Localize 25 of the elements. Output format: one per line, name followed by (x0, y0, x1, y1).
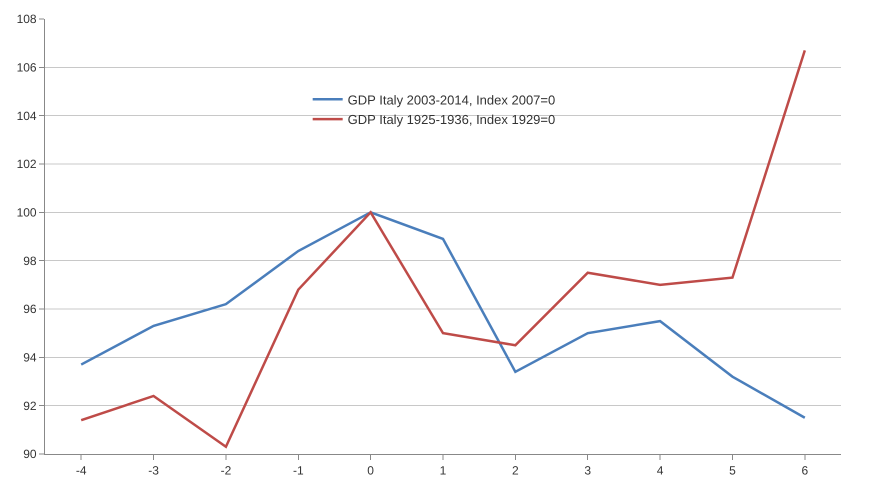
x-tick-label: 5 (729, 463, 736, 478)
x-tick-label: 2 (512, 463, 520, 478)
x-tick-label: -2 (220, 463, 232, 478)
x-tick-label: -3 (148, 463, 160, 478)
y-tick-label: 108 (16, 12, 37, 26)
line-series (80, 211, 806, 419)
x-tick-label: 3 (584, 463, 592, 478)
legend-label: GDP Italy 2003-2014, Index 2007=0 (348, 92, 556, 108)
y-tick-label: 90 (23, 447, 37, 462)
x-tick-label: 4 (656, 463, 664, 478)
x-tick-label: 6 (801, 463, 808, 478)
y-tick-label: 100 (16, 206, 37, 220)
legend-label: GDP Italy 1925-1936, Index 1929=0 (348, 112, 556, 128)
y-tick-label: 106 (16, 60, 37, 75)
y-tick-label: 98 (23, 254, 37, 268)
line-series (80, 49, 806, 448)
x-tick-label: -4 (76, 463, 87, 478)
y-tick-label: 102 (16, 157, 37, 172)
x-tick-label: 1 (440, 463, 447, 478)
y-tick-label: 104 (16, 108, 37, 123)
y-tick-label: 92 (23, 398, 37, 413)
x-tick-label: 0 (367, 463, 374, 478)
y-tick-label: 96 (23, 302, 37, 316)
x-tick-label: -1 (292, 463, 304, 478)
y-tick-label: 94 (23, 350, 37, 365)
